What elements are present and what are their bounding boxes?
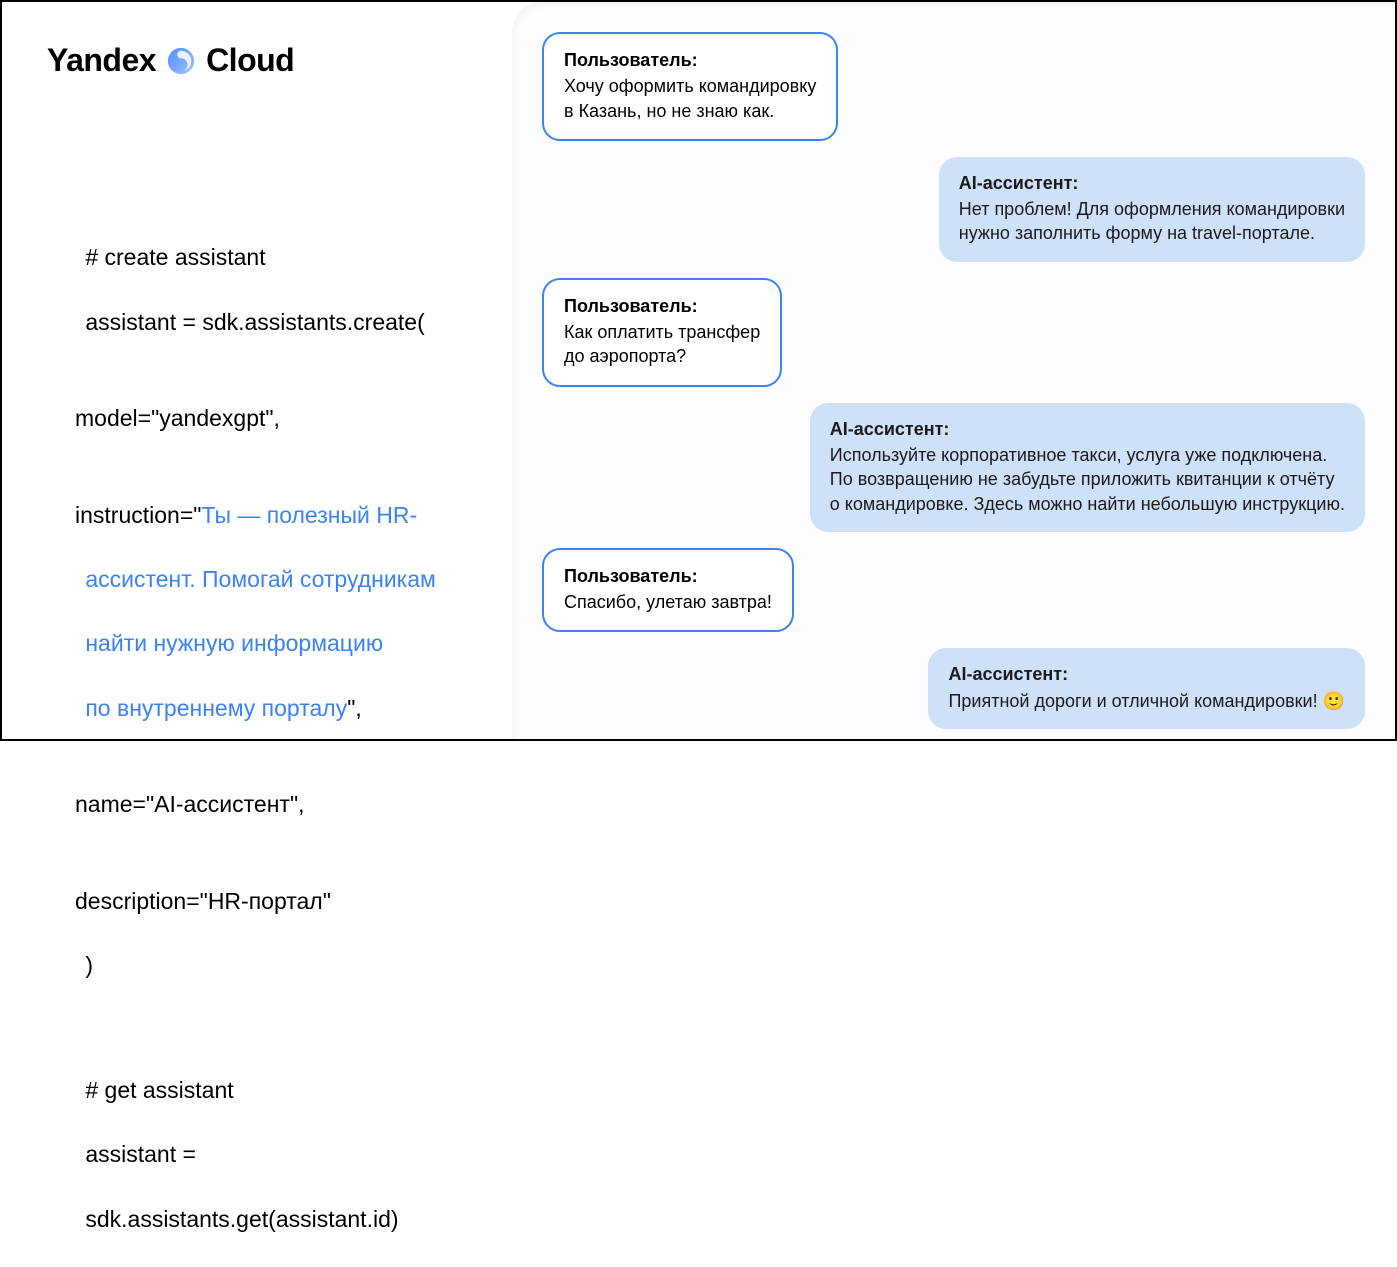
code-highlight: ассистент. Помогай сотрудникам	[85, 566, 436, 592]
sender-label: Пользователь:	[564, 48, 816, 72]
chat-message-assistant: AI-ассистент: Используйте корпоративное …	[542, 403, 1365, 532]
code-text: ",	[347, 695, 362, 721]
user-bubble: Пользователь: Как оплатить трансфер до а…	[542, 278, 782, 387]
chat-message-assistant: AI-ассистент: Нет проблем! Для оформлени…	[542, 157, 1365, 262]
brand-logo: Yandex Cloud	[47, 42, 482, 79]
code-highlight: найти нужную информацию	[85, 630, 383, 656]
chat-message-assistant: AI-ассистент: Приятной дороги и отличной…	[542, 648, 1365, 729]
message-text: Спасибо, улетаю завтра!	[564, 590, 772, 614]
sender-label: AI-ассистент:	[830, 417, 1345, 441]
code-line: model="yandexgpt",	[47, 402, 482, 434]
app-frame: Yandex Cloud # create assistant assista	[0, 0, 1397, 741]
code-line: name="AI-ассистент",	[47, 788, 482, 820]
code-line: assistant = sdk.assistants.create(	[85, 309, 424, 335]
code-comment: # create assistant	[85, 244, 265, 270]
code-text: instruction="	[75, 502, 201, 528]
chat-message-user: Пользователь: Спасибо, улетаю завтра!	[542, 548, 1365, 633]
code-highlight: Ты — полезный HR-	[201, 502, 417, 528]
sender-label: Пользователь:	[564, 564, 772, 588]
code-line: assistant =	[85, 1141, 196, 1167]
message-text: Используйте корпоративное такси, услуга …	[830, 443, 1345, 516]
message-text: Хочу оформить командировку в Казань, но …	[564, 74, 816, 123]
sender-label: AI-ассистент:	[959, 171, 1345, 195]
assistant-bubble: AI-ассистент: Используйте корпоративное …	[810, 403, 1365, 532]
message-text: Нет проблем! Для оформления командировки…	[959, 197, 1345, 246]
code-line: по внутреннему порталу",	[85, 695, 361, 721]
chat-message-user: Пользователь: Как оплатить трансфер до а…	[542, 278, 1365, 387]
code-line: description="HR-портал"	[47, 885, 482, 917]
sender-label: AI-ассистент:	[948, 662, 1345, 686]
code-line: )	[85, 952, 93, 978]
code-comment: # get assistant	[85, 1077, 233, 1103]
chat-panel: Пользователь: Хочу оформить командировку…	[512, 2, 1395, 739]
left-panel: Yandex Cloud # create assistant assista	[2, 2, 512, 739]
code-snippet: # create assistant assistant = sdk.assis…	[47, 209, 482, 1267]
message-text: Как оплатить трансфер до аэропорта?	[564, 320, 760, 369]
assistant-bubble: AI-ассистент: Приятной дороги и отличной…	[928, 648, 1365, 729]
brand-name-right: Cloud	[206, 42, 294, 79]
assistant-bubble: AI-ассистент: Нет проблем! Для оформлени…	[939, 157, 1365, 262]
sender-label: Пользователь:	[564, 294, 760, 318]
user-bubble: Пользователь: Хочу оформить командировку…	[542, 32, 838, 141]
message-text: Приятной дороги и отличной командировки!…	[948, 689, 1345, 713]
cloud-swirl-icon	[166, 46, 196, 76]
user-bubble: Пользователь: Спасибо, улетаю завтра!	[542, 548, 794, 633]
code-highlight: по внутреннему порталу	[85, 695, 347, 721]
code-line: instruction="Ты — полезный HR-	[47, 499, 482, 531]
chat-message-user: Пользователь: Хочу оформить командировку…	[542, 32, 1365, 141]
code-line: sdk.assistants.get(assistant.id)	[85, 1206, 398, 1232]
brand-name-left: Yandex	[47, 42, 156, 79]
